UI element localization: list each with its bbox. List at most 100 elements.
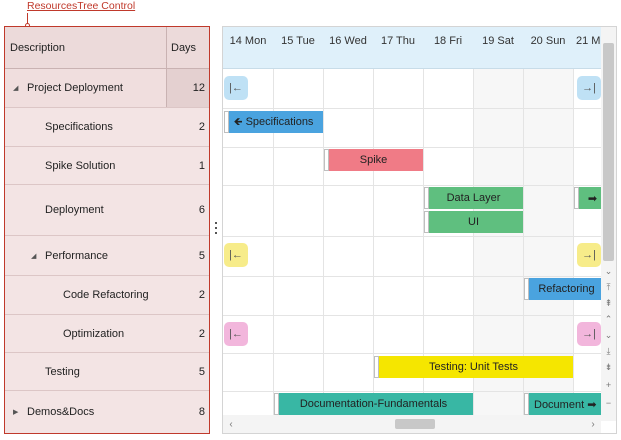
- column-header-days[interactable]: Days: [171, 42, 197, 54]
- tree-row-specifications[interactable]: Specifications 2: [5, 108, 209, 147]
- timescale-header: 14 Mon 15 Tue 16 Wed 17 Thu 18 Fri 19 Sa…: [223, 27, 601, 69]
- tree-row-project-deployment[interactable]: ◢ Project Deployment 12: [5, 69, 209, 108]
- appointment-label: Documentation-Fundamentals: [299, 398, 448, 410]
- tree-row-code-refactoring[interactable]: Code Refactoring 2: [5, 276, 209, 315]
- resize-handle[interactable]: [374, 356, 379, 378]
- tree-header: Description Days: [5, 27, 209, 69]
- splitter[interactable]: [210, 26, 222, 434]
- tree-row-label: Optimization: [63, 327, 125, 340]
- day-header: 15 Tue: [281, 35, 315, 47]
- appointment-label: Refactoring: [538, 283, 595, 295]
- appointment-testing-unit-tests[interactable]: Testing: Unit Tests: [374, 356, 573, 378]
- scroll-down-icon[interactable]: ⌄: [604, 265, 613, 276]
- appointment-label: Document ➡: [534, 398, 597, 411]
- tree-row-days: 5: [198, 249, 205, 262]
- callout-line: [27, 13, 28, 26]
- tree-row-label: Performance: [45, 249, 108, 262]
- row-gridline: [223, 236, 601, 237]
- row-gridline: [223, 315, 601, 316]
- day-gridline: [423, 69, 424, 421]
- tree-row-testing[interactable]: Testing 5: [5, 353, 209, 391]
- tree-row-days: 1: [198, 159, 205, 172]
- tree-row-demos-docs[interactable]: ▶ Demos&Docs 8: [5, 391, 209, 433]
- scroll-end-icon[interactable]: ⇟: [604, 361, 613, 372]
- tree-row-label: Testing: [45, 365, 80, 378]
- scroll-page-up-icon[interactable]: ⇞: [604, 297, 613, 308]
- day-gridline: [373, 69, 374, 421]
- row-gridline: [223, 108, 601, 109]
- tree-row-spike-solution[interactable]: Spike Solution 1: [5, 147, 209, 185]
- resize-handle[interactable]: [324, 149, 329, 171]
- scroll-to-end-button[interactable]: →|: [577, 76, 601, 100]
- tree-row-optimization[interactable]: Optimization 2: [5, 315, 209, 353]
- days-cell: [166, 69, 209, 107]
- resize-handle[interactable]: [424, 187, 429, 209]
- appointment-continues[interactable]: ➡: [574, 187, 601, 209]
- splitter-grip-icon[interactable]: [215, 222, 217, 236]
- tree-row-days: 2: [198, 327, 205, 340]
- horizontal-scroll-thumb[interactable]: [395, 419, 435, 429]
- resize-handle[interactable]: [574, 187, 579, 209]
- tree-row-deployment[interactable]: Deployment 6: [5, 185, 209, 236]
- expand-icon[interactable]: ▶: [13, 409, 19, 416]
- column-separator[interactable]: [166, 27, 167, 69]
- horizontal-scrollbar[interactable]: ‹ ›: [223, 415, 601, 433]
- appointment-refactoring[interactable]: Refactoring: [524, 278, 601, 300]
- tree-row-days: 12: [192, 82, 205, 94]
- tree-row-label: Specifications: [45, 121, 113, 133]
- scroll-right-icon[interactable]: ›: [591, 418, 595, 430]
- tree-row-days: 6: [198, 204, 205, 216]
- collapse-icon[interactable]: ◢: [13, 85, 19, 92]
- scroll-to-start-button[interactable]: |←: [224, 76, 248, 100]
- day-gridline: [573, 69, 574, 421]
- row-gridline: [223, 391, 601, 392]
- day-header: 17 Thu: [380, 35, 416, 47]
- tree-row-label: Deployment: [45, 204, 104, 216]
- scroll-to-start-button[interactable]: |←: [224, 322, 248, 346]
- scroll-to-end-button[interactable]: →|: [577, 322, 601, 346]
- resize-handle[interactable]: [524, 278, 529, 300]
- day-gridline: [523, 69, 524, 421]
- arrow-left-bar-icon: |←: [229, 249, 243, 261]
- tree-row-days: 5: [198, 365, 205, 378]
- appointment-spike[interactable]: Spike: [324, 149, 423, 171]
- day-gridline: [323, 69, 324, 421]
- tree-row-performance[interactable]: ◢ Performance 5: [5, 236, 209, 276]
- resize-handle[interactable]: [424, 211, 429, 233]
- tree-row-label: Spike Solution: [45, 159, 116, 172]
- scroll-up-icon[interactable]: ⌃: [604, 313, 613, 324]
- vertical-scrollbar[interactable]: ⌄ ⤒ ⇞ ⌃ ⌄ ⤓ ⇟ + −: [601, 27, 616, 421]
- appointment-document[interactable]: Document ➡: [524, 393, 601, 415]
- scroll-to-top-icon[interactable]: ⤒: [606, 281, 611, 292]
- column-header-description[interactable]: Description: [10, 42, 66, 54]
- resize-handle[interactable]: [274, 393, 279, 415]
- scroll-to-bottom-icon[interactable]: ⤓: [606, 345, 611, 356]
- appointment-documentation-fundamentals[interactable]: Documentation-Fundamentals: [274, 393, 473, 415]
- zoom-in-icon[interactable]: +: [605, 380, 612, 390]
- arrow-right-icon: ➡: [587, 192, 598, 205]
- scroll-left-icon[interactable]: ‹: [229, 418, 233, 430]
- tree-row-days: 8: [198, 406, 205, 418]
- scroll-to-end-button[interactable]: →|: [577, 243, 601, 267]
- scroll-to-start-button[interactable]: |←: [224, 243, 248, 267]
- tree-row-days: 2: [198, 289, 205, 301]
- resize-handle[interactable]: [524, 393, 529, 415]
- zoom-out-icon[interactable]: −: [605, 398, 612, 408]
- tree-row-label: Code Refactoring: [63, 289, 149, 301]
- resources-tree-callout: ResourcesTree Control: [27, 0, 136, 12]
- appointment-ui[interactable]: UI: [424, 211, 523, 233]
- vertical-scroll-thumb[interactable]: [603, 43, 614, 261]
- arrow-right-bar-icon: →|: [582, 328, 596, 340]
- appointment-data-layer[interactable]: Data Layer: [424, 187, 523, 209]
- appointment-label: Spike: [359, 154, 388, 166]
- day-header: 14 Mon: [229, 35, 267, 47]
- gantt-chart: 14 Mon 15 Tue 16 Wed 17 Thu 18 Fri 19 Sa…: [222, 26, 617, 434]
- resize-handle[interactable]: [224, 111, 229, 133]
- appointment-label: 🡸 Specifications: [233, 115, 314, 128]
- collapse-icon[interactable]: ◢: [31, 252, 37, 260]
- tree-row-label: Demos&Docs: [27, 406, 95, 418]
- row-gridline: [223, 185, 601, 186]
- row-gridline: [223, 353, 601, 354]
- scroll-page-down-icon[interactable]: ⌄: [604, 329, 613, 340]
- appointment-specifications[interactable]: 🡸 Specifications: [224, 111, 323, 133]
